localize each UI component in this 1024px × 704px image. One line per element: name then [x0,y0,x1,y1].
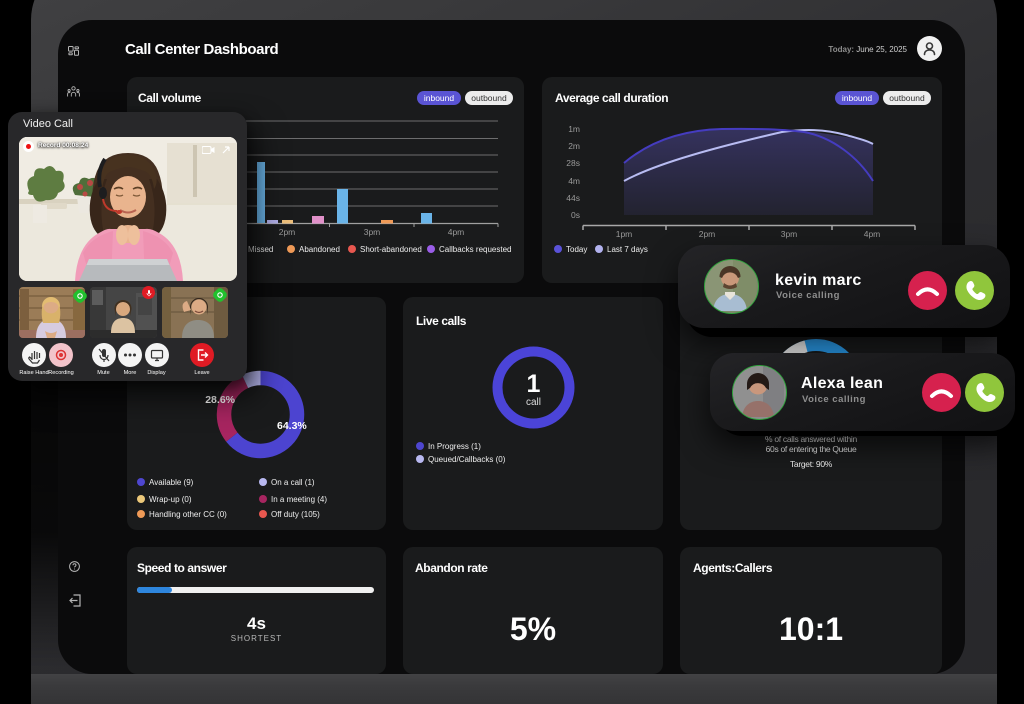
svg-text:2pm: 2pm [699,229,716,239]
svg-text:28s: 28s [566,158,580,168]
svg-text:4pm: 4pm [864,229,881,239]
svg-text:1pm: 1pm [616,229,633,239]
svg-text:1m: 1m [568,124,580,134]
svg-text:3pm: 3pm [781,229,798,239]
svg-text:3pm: 3pm [364,227,381,237]
svg-text:4m: 4m [568,176,580,186]
svg-text:0s: 0s [571,210,580,220]
svg-text:44s: 44s [566,193,580,203]
svg-text:2pm: 2pm [279,227,296,237]
svg-text:2m: 2m [568,141,580,151]
svg-text:4pm: 4pm [448,227,465,237]
